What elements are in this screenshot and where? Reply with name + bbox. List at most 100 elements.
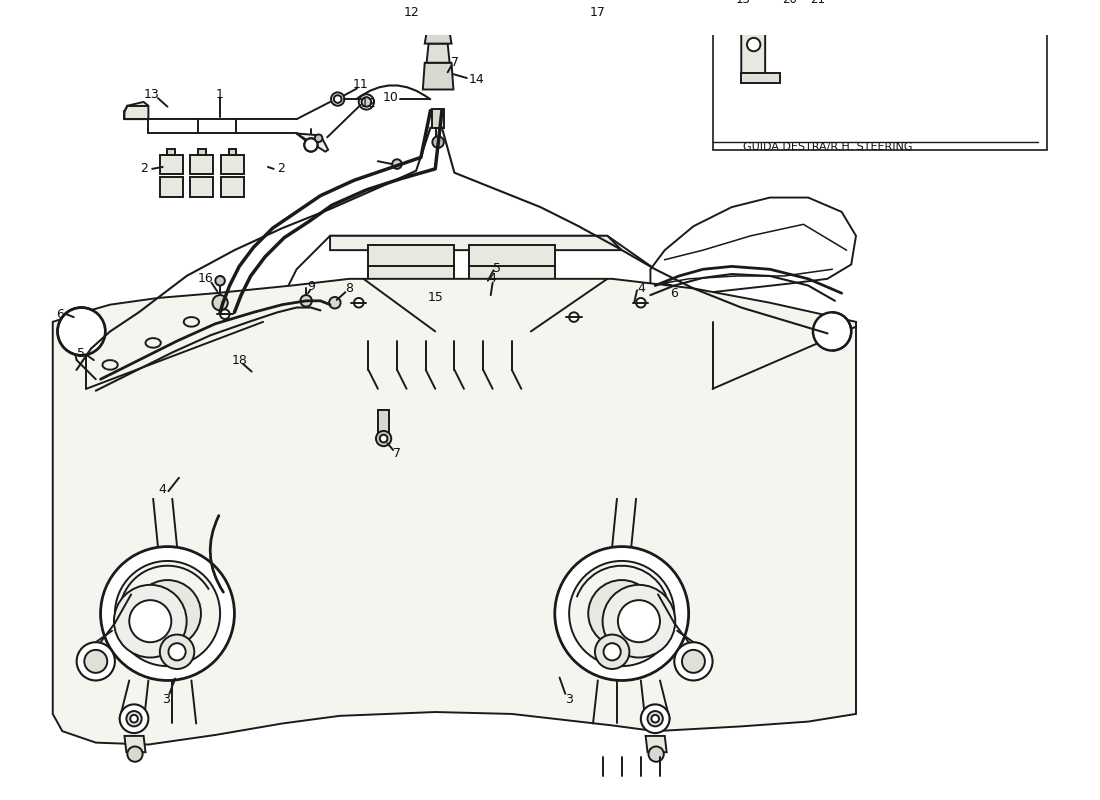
- Polygon shape: [160, 154, 183, 174]
- Text: 2: 2: [141, 162, 149, 175]
- Polygon shape: [287, 236, 656, 312]
- Text: 5: 5: [494, 262, 502, 275]
- Circle shape: [781, 12, 798, 30]
- Polygon shape: [198, 149, 206, 154]
- Circle shape: [379, 434, 387, 442]
- Circle shape: [315, 134, 322, 142]
- Circle shape: [216, 276, 224, 286]
- Circle shape: [682, 650, 705, 673]
- Circle shape: [808, 13, 824, 28]
- Circle shape: [168, 643, 186, 660]
- Polygon shape: [741, 6, 766, 74]
- Circle shape: [329, 297, 341, 309]
- Circle shape: [813, 312, 851, 350]
- Circle shape: [747, 38, 760, 51]
- Circle shape: [134, 580, 201, 647]
- Polygon shape: [425, 32, 451, 43]
- Polygon shape: [124, 736, 145, 752]
- Text: 9: 9: [307, 280, 315, 293]
- Text: 1: 1: [217, 88, 224, 101]
- Circle shape: [648, 711, 663, 726]
- Text: 12: 12: [404, 6, 419, 19]
- Text: 6: 6: [670, 286, 679, 300]
- Polygon shape: [650, 198, 856, 293]
- Circle shape: [305, 138, 318, 152]
- Text: 10: 10: [383, 90, 398, 104]
- Polygon shape: [330, 236, 622, 250]
- Text: 13: 13: [736, 0, 750, 6]
- Text: 5: 5: [77, 347, 86, 360]
- Text: autospares: autospares: [382, 591, 680, 636]
- Text: 13: 13: [143, 88, 160, 101]
- Text: 7: 7: [393, 447, 402, 460]
- Circle shape: [674, 642, 713, 681]
- Text: 14: 14: [469, 74, 484, 86]
- Circle shape: [641, 704, 670, 733]
- Circle shape: [57, 307, 106, 355]
- Circle shape: [554, 546, 689, 681]
- Circle shape: [120, 704, 148, 733]
- Polygon shape: [221, 154, 244, 174]
- Text: autospares: autospares: [382, 309, 680, 354]
- Polygon shape: [160, 178, 183, 197]
- Circle shape: [432, 136, 444, 148]
- Polygon shape: [422, 62, 453, 90]
- Bar: [368, 246, 454, 288]
- Polygon shape: [53, 279, 856, 745]
- Circle shape: [128, 746, 143, 762]
- Circle shape: [649, 746, 663, 762]
- Circle shape: [100, 546, 234, 681]
- Text: 2: 2: [277, 162, 285, 175]
- Polygon shape: [427, 43, 450, 62]
- Circle shape: [588, 580, 656, 647]
- Circle shape: [126, 711, 142, 726]
- Text: 3: 3: [565, 693, 573, 706]
- Bar: [378, 410, 389, 437]
- Circle shape: [354, 298, 363, 307]
- Polygon shape: [167, 149, 175, 154]
- Circle shape: [85, 650, 108, 673]
- Polygon shape: [741, 74, 780, 83]
- Circle shape: [569, 312, 579, 322]
- Circle shape: [129, 600, 172, 642]
- Polygon shape: [124, 102, 148, 119]
- Polygon shape: [297, 134, 328, 152]
- Circle shape: [212, 295, 228, 310]
- Text: 4: 4: [158, 482, 167, 496]
- Polygon shape: [190, 154, 213, 174]
- Text: 11: 11: [353, 78, 369, 91]
- Text: 7: 7: [451, 56, 460, 70]
- Text: 16: 16: [198, 272, 213, 286]
- Circle shape: [784, 16, 794, 26]
- Circle shape: [77, 642, 114, 681]
- Circle shape: [300, 295, 312, 306]
- Text: 15: 15: [427, 291, 443, 305]
- Circle shape: [331, 92, 344, 106]
- Circle shape: [130, 715, 138, 722]
- Text: 21: 21: [811, 0, 825, 6]
- Text: GUIDA DESTRA/R.H. STEERING: GUIDA DESTRA/R.H. STEERING: [742, 142, 912, 152]
- Polygon shape: [190, 178, 213, 197]
- Circle shape: [595, 634, 629, 669]
- Circle shape: [376, 431, 392, 446]
- Polygon shape: [229, 149, 236, 154]
- Circle shape: [636, 298, 646, 307]
- Text: 20: 20: [782, 0, 796, 6]
- Bar: [713, 0, 1047, 150]
- Circle shape: [603, 585, 675, 658]
- Text: eurospares: eurospares: [133, 309, 431, 354]
- Text: 17: 17: [590, 6, 606, 19]
- Circle shape: [153, 599, 182, 628]
- Text: 3: 3: [162, 693, 169, 706]
- Circle shape: [220, 310, 230, 319]
- Circle shape: [569, 561, 674, 666]
- Circle shape: [393, 159, 402, 169]
- Circle shape: [618, 600, 660, 642]
- Circle shape: [114, 585, 187, 658]
- Text: 8: 8: [345, 282, 353, 295]
- Text: 18: 18: [231, 354, 248, 366]
- Bar: [432, 109, 444, 128]
- Polygon shape: [646, 736, 667, 752]
- Circle shape: [607, 599, 636, 628]
- Circle shape: [604, 643, 620, 660]
